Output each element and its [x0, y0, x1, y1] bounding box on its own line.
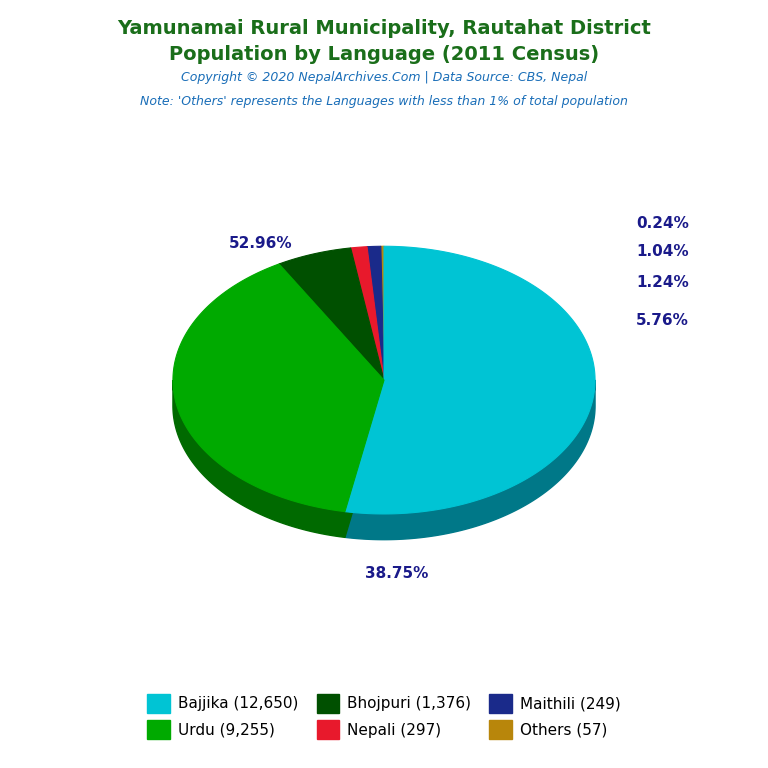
- Polygon shape: [345, 247, 595, 514]
- Legend: Bajjika (12,650), Urdu (9,255), Bhojpuri (1,376), Nepali (297), Maithili (249), : Bajjika (12,650), Urdu (9,255), Bhojpuri…: [141, 688, 627, 745]
- Polygon shape: [345, 380, 384, 538]
- Text: 1.24%: 1.24%: [636, 275, 689, 290]
- Text: Copyright © 2020 NepalArchives.Com | Data Source: CBS, Nepal: Copyright © 2020 NepalArchives.Com | Dat…: [181, 71, 587, 84]
- Text: 5.76%: 5.76%: [636, 313, 689, 329]
- Text: Population by Language (2011 Census): Population by Language (2011 Census): [169, 45, 599, 64]
- Text: 1.04%: 1.04%: [636, 244, 689, 259]
- Text: 38.75%: 38.75%: [365, 566, 429, 581]
- Polygon shape: [381, 247, 384, 380]
- Text: 0.24%: 0.24%: [636, 216, 689, 230]
- Polygon shape: [345, 380, 384, 538]
- Polygon shape: [345, 380, 595, 540]
- Polygon shape: [367, 247, 384, 380]
- Polygon shape: [173, 380, 345, 538]
- Text: Yamunamai Rural Municipality, Rautahat District: Yamunamai Rural Municipality, Rautahat D…: [117, 19, 651, 38]
- Text: 52.96%: 52.96%: [229, 237, 293, 251]
- Polygon shape: [279, 248, 384, 380]
- Polygon shape: [351, 247, 384, 380]
- Text: Note: 'Others' represents the Languages with less than 1% of total population: Note: 'Others' represents the Languages …: [140, 95, 628, 108]
- Polygon shape: [173, 264, 384, 511]
